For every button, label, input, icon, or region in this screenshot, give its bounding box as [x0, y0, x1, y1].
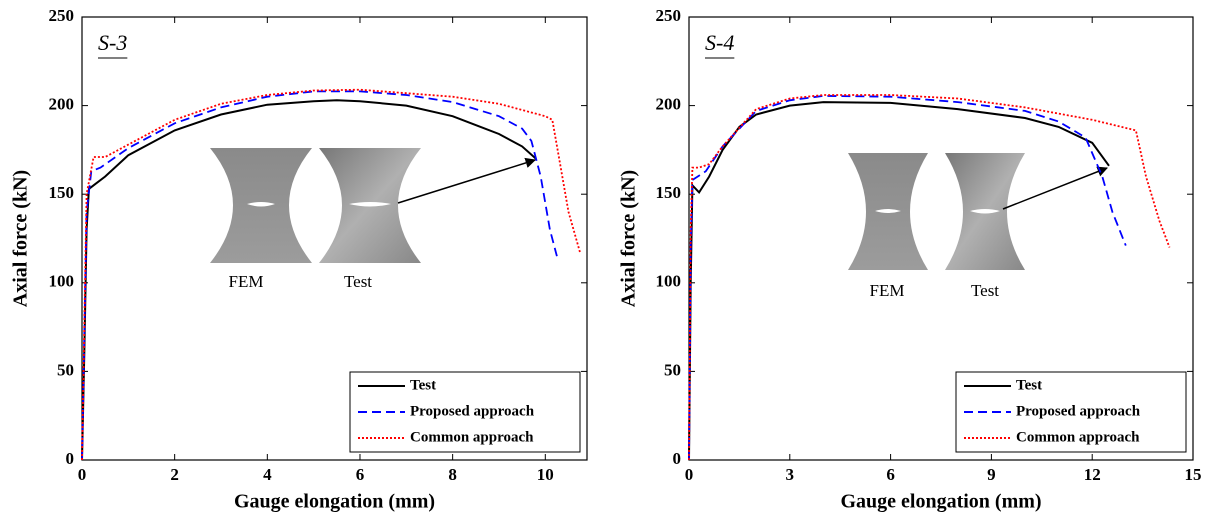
y-tick-label: 150: [49, 183, 75, 202]
inset-images: [210, 148, 1025, 270]
legend-label: Test: [1016, 377, 1042, 393]
x-tick-label: 8: [448, 465, 457, 484]
annotation: Test: [344, 272, 372, 291]
y-tick-label: 150: [656, 183, 682, 202]
plot-frame: [688, 16, 1194, 461]
x-tick-label: 4: [263, 465, 272, 484]
legend: Test Proposed approach Common approach: [349, 371, 581, 453]
arrow: [1002, 166, 1108, 210]
annotation: FEM: [229, 272, 264, 291]
x-axis-label: Gauge elongation (mm): [234, 491, 435, 513]
plot-frame: [81, 16, 588, 461]
legend-label: Proposed approach: [410, 403, 535, 419]
x-tick-label: 9: [987, 465, 996, 484]
x-axis-label: Gauge elongation (mm): [840, 491, 1041, 513]
series-line: [688, 94, 1171, 461]
x-tick-label: 2: [170, 465, 179, 484]
y-tick-label: 0: [66, 449, 75, 468]
x-tick-label: 0: [685, 465, 694, 484]
x-tick-label: 6: [356, 465, 365, 484]
series-line: [688, 94, 1127, 461]
x-tick-label: 12: [1084, 465, 1101, 484]
y-axis-label: Axial force (kN): [618, 170, 640, 307]
series-line: [81, 88, 581, 461]
x-tick-label: 10: [537, 465, 554, 484]
y-tick-label: 100: [49, 272, 75, 291]
series-line: [688, 101, 1110, 461]
y-tick-label: 200: [49, 95, 75, 114]
legend-label: Common approach: [1016, 429, 1140, 445]
y-tick-label: 250: [656, 6, 682, 25]
arrow: [397, 157, 537, 204]
legend-label: Proposed approach: [1016, 403, 1141, 419]
y-tick-label: 0: [673, 449, 682, 468]
legend-label: Common approach: [410, 429, 534, 445]
y-tick-label: 200: [656, 95, 682, 114]
series-line: [81, 99, 537, 461]
legend-label: Test: [410, 377, 436, 393]
panel-label: S-3: [98, 30, 127, 55]
y-axis-label: Axial force (kN): [10, 170, 32, 307]
series-line: [81, 90, 558, 461]
annotation: FEM: [870, 281, 905, 300]
annotation: Test: [971, 281, 999, 300]
y-tick-label: 50: [664, 360, 681, 379]
legend: Test Proposed approach Common approach: [955, 371, 1187, 453]
y-tick-label: 100: [656, 272, 682, 291]
x-tick-label: 6: [886, 465, 895, 484]
x-tick-label: 15: [1185, 465, 1202, 484]
x-tick-label: 3: [786, 465, 795, 484]
x-tick-label: 0: [78, 465, 87, 484]
y-tick-label: 250: [49, 6, 75, 25]
panel-label: S-4: [705, 30, 734, 55]
y-tick-label: 50: [57, 360, 74, 379]
